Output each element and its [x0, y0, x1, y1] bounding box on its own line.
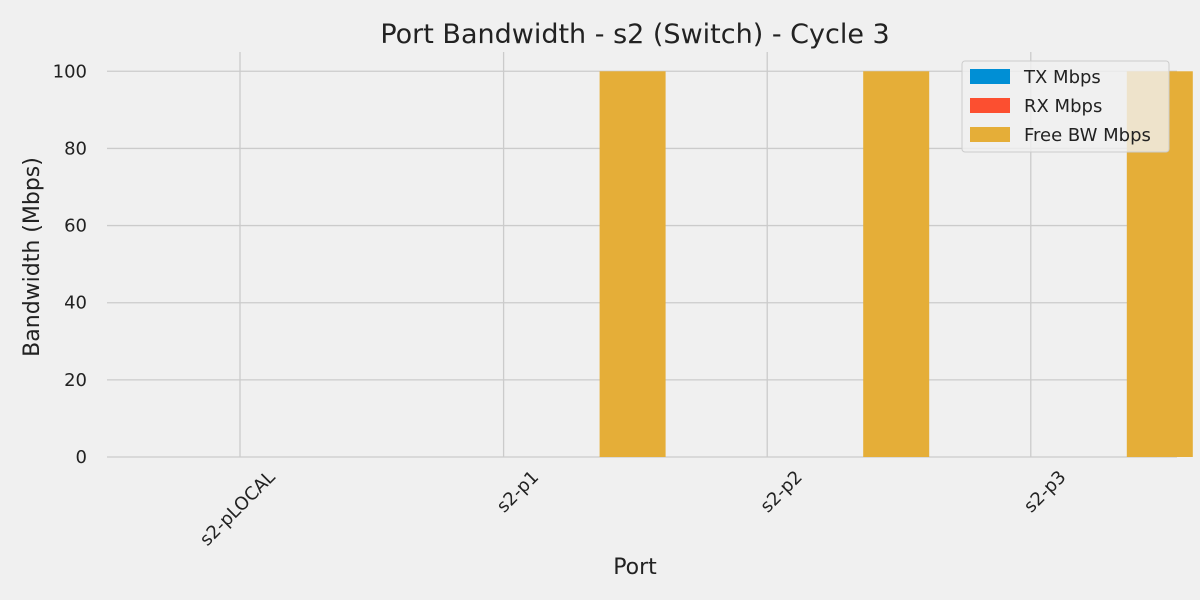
- legend-swatch-free-bw-mbps: [970, 127, 1010, 142]
- y-tick-label: 40: [64, 293, 87, 314]
- y-tick-label: 20: [64, 370, 87, 391]
- x-axis-ticks: s2-pLOCAL s2-p1 s2-p2 s2-p3: [196, 467, 1070, 551]
- legend: TX Mbps RX Mbps Free BW Mbps: [961, 60, 1170, 153]
- bar-free-bw-mbps-s2-p1: [599, 71, 666, 458]
- legend-label-free-bw-mbps: Free BW Mbps: [1024, 125, 1151, 146]
- y-tick-label: 100: [53, 61, 87, 82]
- x-tick-label: s2-pLOCAL: [196, 467, 280, 551]
- x-axis-label: Port: [613, 555, 657, 580]
- legend-label-tx-mbps: TX Mbps: [1023, 67, 1101, 88]
- legend-label-rx-mbps: RX Mbps: [1024, 96, 1102, 117]
- x-tick-label: s2-p2: [756, 467, 806, 517]
- x-tick-label: s2-p3: [1020, 467, 1070, 517]
- bars: [599, 71, 1193, 458]
- y-tick-label: 80: [64, 138, 87, 159]
- legend-frame: [961, 60, 1170, 153]
- chart-title: Port Bandwidth - s2 (Switch) - Cycle 3: [380, 19, 889, 50]
- y-tick-label: 0: [76, 447, 87, 468]
- y-tick-label: 60: [64, 216, 87, 237]
- y-axis-ticks: 0 20 40 60 80 100: [53, 61, 87, 468]
- bar-free-bw-mbps-s2-p2: [863, 71, 930, 458]
- x-tick-label: s2-p1: [493, 467, 543, 517]
- legend-swatch-tx-mbps: [970, 69, 1010, 84]
- y-axis-label: Bandwidth (Mbps): [20, 157, 45, 357]
- legend-swatch-rx-mbps: [970, 98, 1010, 113]
